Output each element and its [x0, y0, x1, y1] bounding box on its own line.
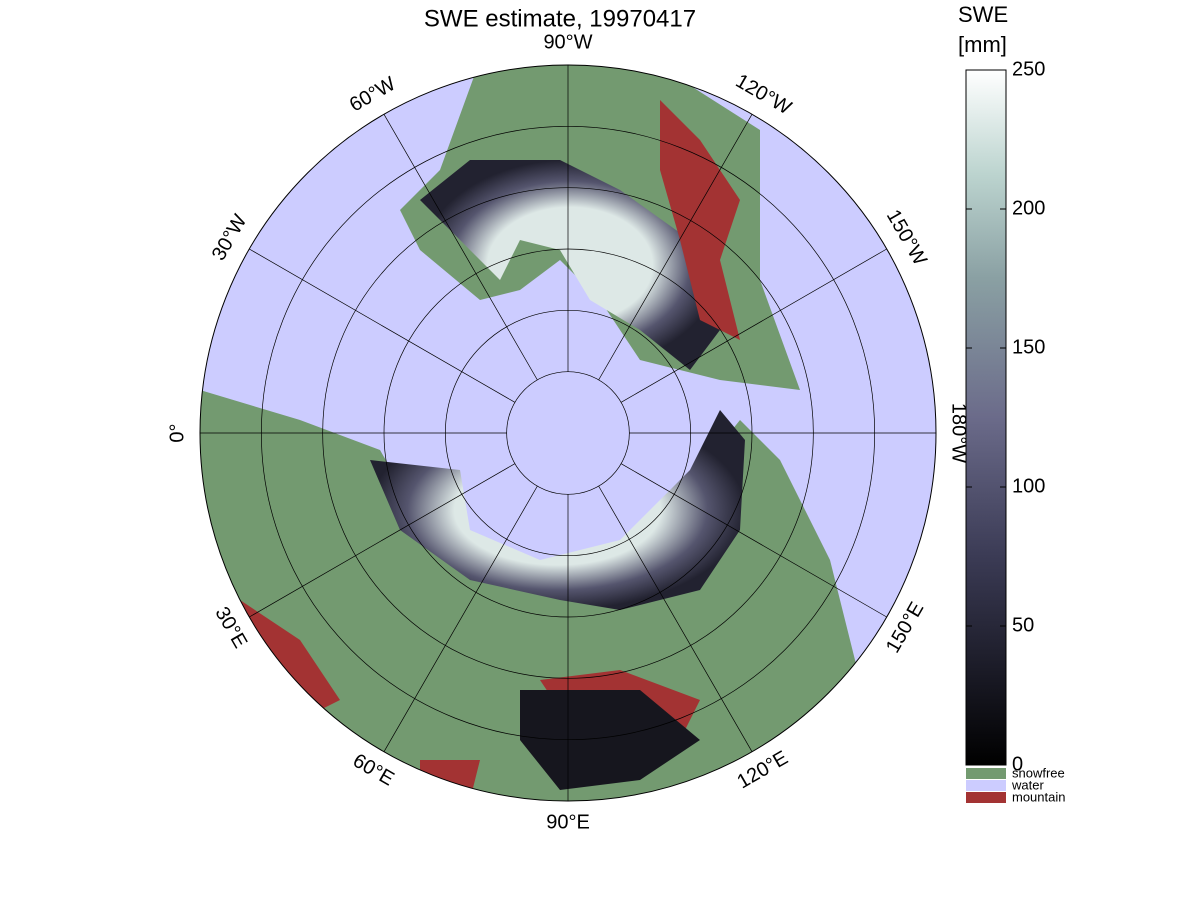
- meridian: [383, 485, 538, 752]
- title: SWE estimate, 19970417: [424, 5, 696, 32]
- longitude-label: 180°W: [948, 403, 970, 463]
- legend-swatch: [966, 780, 1006, 791]
- legend-label: water: [1011, 777, 1044, 792]
- colorbar-title: SWE: [958, 2, 1008, 27]
- colorbar-title: [mm]: [958, 32, 1007, 57]
- meridian: [620, 248, 887, 403]
- colorbar: SWE [mm] 0 50 100 150 200 250 snowfreewatermount…: [958, 2, 1065, 805]
- colorbar-tick-label: 100: [1012, 475, 1045, 497]
- legend-label: mountain: [1012, 789, 1065, 804]
- meridian: [598, 485, 753, 752]
- meridian: [383, 114, 538, 381]
- meridian: [249, 248, 516, 403]
- north-america-snow: [420, 160, 720, 370]
- longitude-label: 90°W: [543, 31, 592, 53]
- legend-swatch: [966, 768, 1006, 779]
- rockies: [660, 100, 740, 340]
- central-asia-shallow: [520, 690, 700, 790]
- colorbar-tick-label: 50: [1012, 614, 1034, 636]
- meridian: [249, 463, 516, 618]
- meridian: [598, 114, 753, 381]
- longitude-label: 90°E: [546, 811, 590, 833]
- colorbar-scale: [965, 69, 1007, 766]
- meridian: [620, 463, 887, 618]
- map-edge: [199, 64, 937, 802]
- eurasia-snow: [370, 410, 745, 610]
- colorbar-tick-label: 200: [1012, 197, 1045, 219]
- colorbar-tick-label: 250: [1012, 58, 1045, 80]
- legend-label: snowfree: [1012, 765, 1065, 780]
- legend-swatch: [966, 792, 1006, 803]
- longitude-label: 0°: [166, 423, 188, 442]
- graticule: [200, 65, 936, 801]
- colorbar-tick-label: 0: [1012, 753, 1023, 775]
- colorbar-tick-label: 150: [1012, 336, 1045, 358]
